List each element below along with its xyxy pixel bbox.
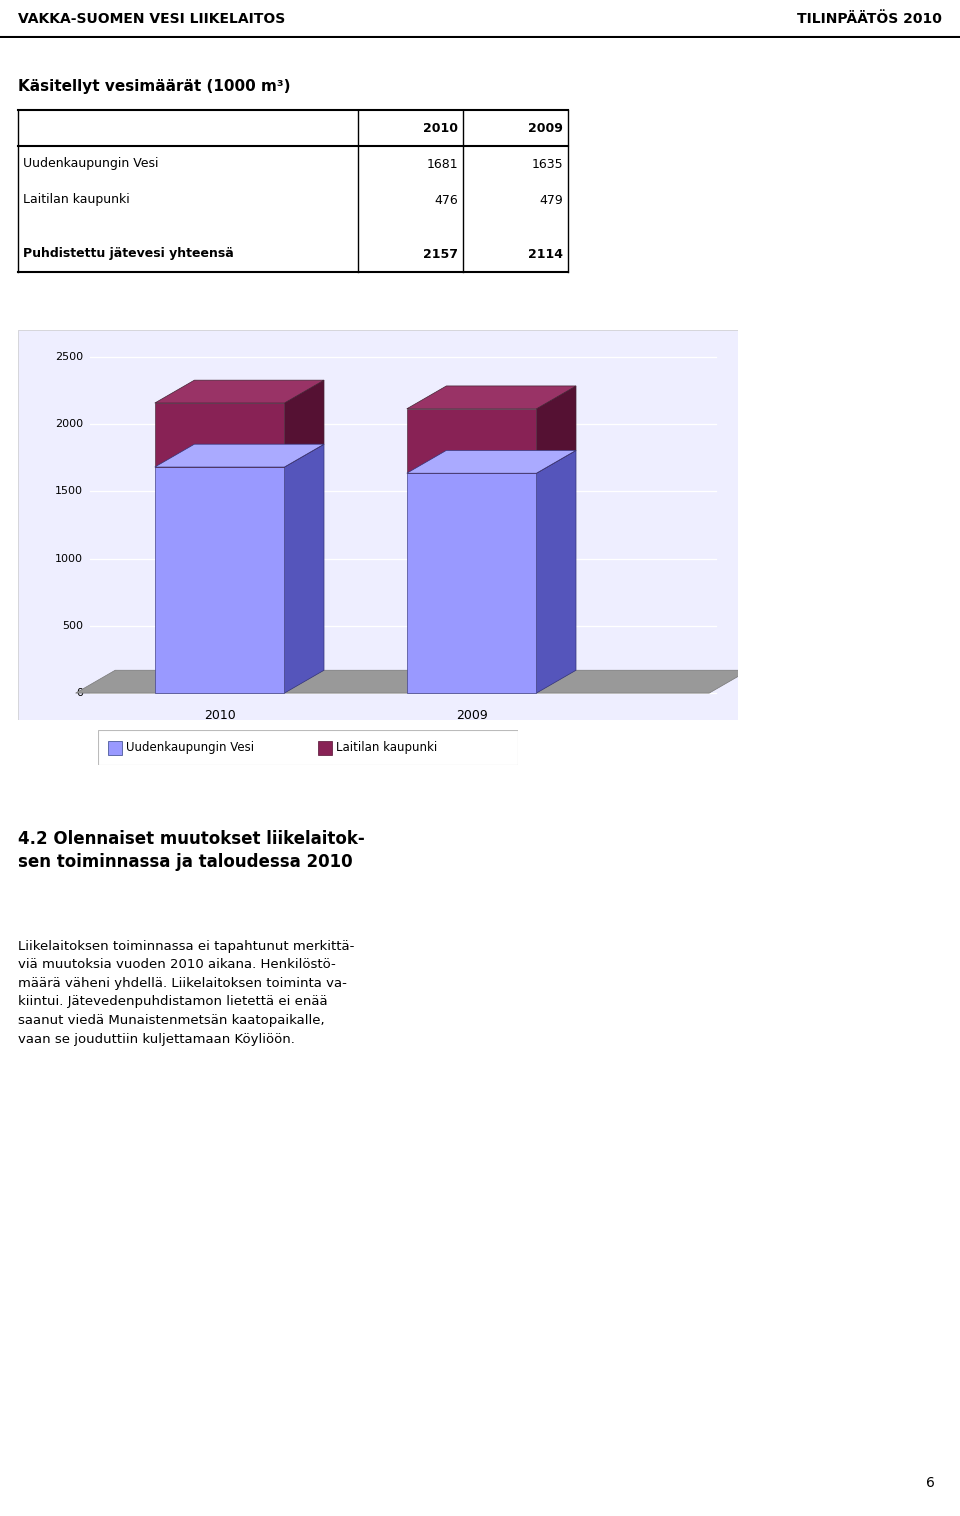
- Polygon shape: [155, 467, 284, 693]
- Polygon shape: [284, 444, 324, 693]
- Polygon shape: [407, 450, 576, 473]
- Text: TILINPÄÄTÖS 2010: TILINPÄÄTÖS 2010: [797, 12, 942, 26]
- Text: 1500: 1500: [55, 487, 83, 496]
- Bar: [318, 740, 332, 755]
- Polygon shape: [537, 450, 576, 693]
- Text: 2010: 2010: [204, 709, 235, 722]
- Text: 1681: 1681: [426, 158, 458, 170]
- Text: 4.2 Olennaiset muutokset liikelaitok-
sen toiminnassa ja taloudessa 2010: 4.2 Olennaiset muutokset liikelaitok- se…: [18, 829, 365, 870]
- Text: 2009: 2009: [456, 709, 488, 722]
- Text: Laitilan kaupunki: Laitilan kaupunki: [336, 741, 437, 753]
- Text: 479: 479: [540, 194, 563, 206]
- Text: 500: 500: [61, 622, 83, 631]
- Text: 2009: 2009: [528, 121, 563, 135]
- Text: 0: 0: [76, 688, 83, 697]
- Text: 476: 476: [434, 194, 458, 206]
- Polygon shape: [284, 381, 324, 467]
- Polygon shape: [537, 387, 576, 473]
- Polygon shape: [407, 409, 537, 473]
- Polygon shape: [76, 670, 749, 693]
- Text: Uudenkaupungin Vesi: Uudenkaupungin Vesi: [23, 158, 158, 170]
- Text: Laitilan kaupunki: Laitilan kaupunki: [23, 194, 130, 206]
- Polygon shape: [407, 387, 576, 409]
- Text: 2157: 2157: [423, 247, 458, 261]
- Text: 2000: 2000: [55, 418, 83, 429]
- Text: Uudenkaupungin Vesi: Uudenkaupungin Vesi: [126, 741, 254, 753]
- Text: Liikelaitoksen toiminnassa ei tapahtunut merkittä-
viä muutoksia vuoden 2010 aik: Liikelaitoksen toiminnassa ei tapahtunut…: [18, 940, 354, 1046]
- Text: 2010: 2010: [423, 121, 458, 135]
- Polygon shape: [155, 444, 324, 467]
- Polygon shape: [407, 473, 537, 693]
- Text: 2114: 2114: [528, 247, 563, 261]
- Text: 2500: 2500: [55, 352, 83, 362]
- Text: VAKKA-SUOMEN VESI LIIKELAITOS: VAKKA-SUOMEN VESI LIIKELAITOS: [18, 12, 285, 26]
- Bar: [108, 740, 122, 755]
- Text: Käsitellyt vesimäärät (1000 m³): Käsitellyt vesimäärät (1000 m³): [18, 79, 291, 94]
- Text: 1000: 1000: [55, 553, 83, 564]
- Text: Puhdistettu jätevesi yhteensä: Puhdistettu jätevesi yhteensä: [23, 247, 233, 261]
- Text: 1635: 1635: [532, 158, 563, 170]
- Text: 6: 6: [926, 1477, 935, 1490]
- Polygon shape: [155, 403, 284, 467]
- Polygon shape: [155, 381, 324, 403]
